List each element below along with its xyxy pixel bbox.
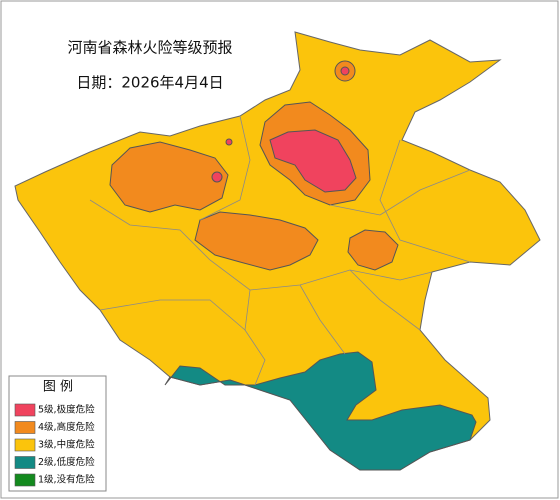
legend-swatch xyxy=(14,403,36,417)
province-map xyxy=(14,31,541,471)
legend-swatch xyxy=(14,473,36,487)
legend-label: 3级,中度危险 xyxy=(38,439,95,451)
legend-label: 2级,低度危险 xyxy=(38,456,95,468)
level-5-area xyxy=(269,129,357,193)
legend-swatch xyxy=(14,421,36,434)
level-4-area xyxy=(194,211,319,271)
level-5-area xyxy=(211,171,223,183)
legend-title: 图 例 xyxy=(43,380,73,395)
legend-swatch xyxy=(14,456,36,469)
map-title: 河南省森林火险等级预报 xyxy=(67,39,232,57)
city-borders xyxy=(89,115,471,386)
level-4-area xyxy=(109,141,229,213)
level-4-area xyxy=(347,229,399,271)
legend-swatch xyxy=(14,438,36,452)
level-5-areas xyxy=(211,66,357,193)
level-2-area xyxy=(164,351,477,471)
map-date: 日期：2026年4月4日 xyxy=(76,74,223,92)
legend: 图 例 5级,极度危险 4级,高度危险 3级,中度危险 2级,低度危险 1级,没有危险 xyxy=(8,375,107,492)
legend-label: 4级,高度危险 xyxy=(38,421,95,433)
level-5-area xyxy=(225,138,233,146)
level-5-area xyxy=(340,66,350,76)
legend-label: 5级,极度危险 xyxy=(38,404,95,416)
legend-label: 1级,没有危险 xyxy=(38,474,95,486)
